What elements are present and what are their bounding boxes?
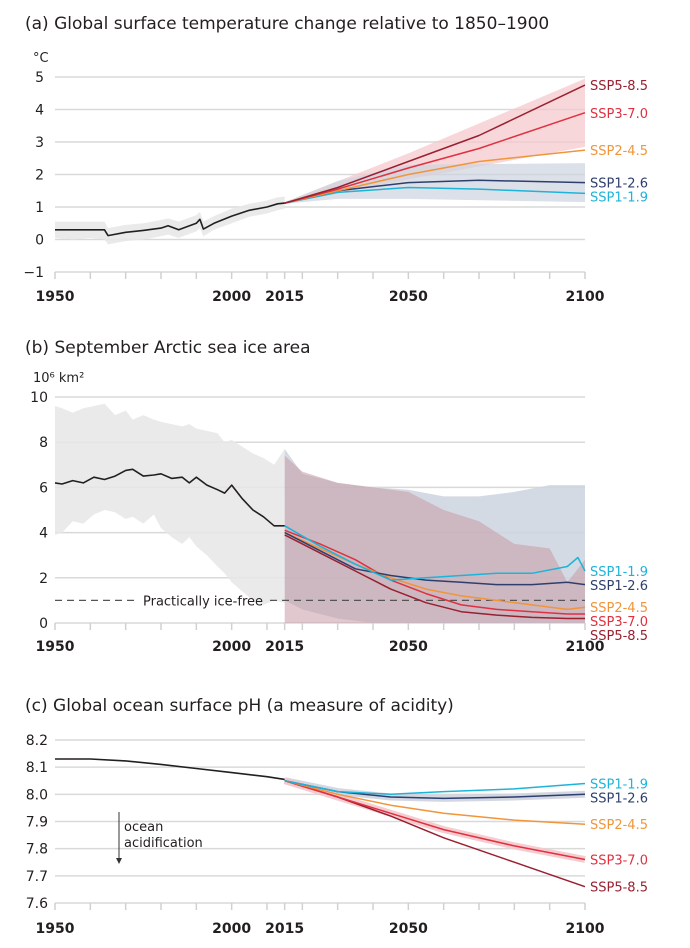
legend-label-ssp245: SSP2-4.5 — [590, 601, 648, 616]
panel-b-title: (b) September Arctic sea ice area — [25, 338, 311, 358]
series-line-ssp370 — [284, 529, 585, 615]
acidification-label-line2: acidification — [124, 836, 203, 851]
legend-label-ssp119: SSP1-1.9 — [590, 191, 648, 206]
historical-line — [55, 202, 285, 237]
y-tick-label: 8.0 — [26, 787, 48, 803]
x-tick-label: 2100 — [566, 289, 605, 305]
panel-c-title: (c) Global ocean surface pH (a measure o… — [25, 696, 454, 716]
y-tick-label: 0 — [39, 616, 48, 632]
series-line-ssp119 — [284, 779, 586, 796]
y-tick-label: 4 — [35, 103, 44, 119]
x-tick-label: 2015 — [265, 639, 304, 655]
projection-range-band — [284, 163, 585, 204]
legend-label-ssp126: SSP1-2.6 — [590, 579, 648, 594]
legend-label-ssp370: SSP3-7.0 — [590, 854, 648, 869]
historical-uncertainty-band — [55, 196, 285, 245]
legend-label-ssp585: SSP5-8.5 — [590, 881, 648, 896]
y-tick-label: 2 — [39, 571, 48, 587]
legend-label-ssp245: SSP2-4.5 — [590, 144, 648, 159]
arrowhead-icon — [116, 858, 122, 864]
x-tick-label: 2015 — [265, 921, 304, 937]
panel-b-unit: 10⁶ km² — [33, 371, 84, 386]
y-tick-label: 7.9 — [26, 815, 48, 831]
panel-b-sea-ice: 10 8 6 4 2 0 1950 2000 2015 2050 2100 Practically i… — [30, 390, 648, 655]
y-tick-label: −1 — [23, 265, 44, 281]
x-tick-label: 1950 — [36, 921, 75, 937]
series-line-ssp585 — [284, 534, 585, 620]
x-tick-label: 2050 — [389, 639, 428, 655]
y-tick-label: 2 — [35, 168, 44, 184]
y-tick-label: 8.2 — [26, 733, 48, 749]
series-line-ssp245 — [284, 779, 586, 825]
y-tick-label: 0 — [35, 233, 44, 249]
series-line-ssp585 — [284, 84, 586, 204]
legend-label-ssp370: SSP3-7.0 — [590, 615, 648, 630]
x-tick-label: 2050 — [389, 921, 428, 937]
x-tick-label: 2050 — [389, 289, 428, 305]
y-tick-label: 8 — [39, 435, 48, 451]
series-line-ssp245 — [284, 531, 586, 611]
y-tick-label: 10 — [30, 390, 48, 406]
y-tick-label: 7.7 — [26, 869, 48, 885]
legend-label-ssp585: SSP5-8.5 — [590, 79, 648, 94]
legend-label-ssp119: SSP1-1.9 — [590, 565, 648, 580]
panel-a-title: (a) Global surface temperature change re… — [25, 14, 549, 34]
y-tick-label: 7.6 — [26, 896, 48, 912]
series-line-ssp370 — [284, 111, 586, 204]
y-tick-label: 1 — [35, 200, 44, 216]
y-tick-label: 5 — [35, 70, 44, 86]
x-tick-label: 2100 — [566, 921, 605, 937]
panel-a-temperature: 5 4 3 2 1 0 −1 1950 2000 2015 2050 2100 SSP5-8.5 SSP3… — [23, 70, 648, 305]
series-line-ssp370 — [284, 779, 586, 861]
x-tick-label: 2100 — [566, 639, 605, 655]
panel-c-ocean-ph: 8.2 8.1 8.0 7.9 7.8 7.7 7.6 1950 2000 2015 2050 210… — [26, 733, 648, 937]
legend-label-ssp126: SSP1-2.6 — [590, 177, 648, 192]
x-tick-label: 1950 — [36, 289, 75, 305]
x-tick-label: 2000 — [212, 921, 251, 937]
series-line-ssp245 — [284, 149, 586, 204]
x-tick-label: 2000 — [212, 289, 251, 305]
legend-label-ssp245: SSP2-4.5 — [590, 818, 648, 833]
series-line-ssp119 — [284, 525, 586, 581]
legend-label-ssp119: SSP1-1.9 — [590, 777, 648, 792]
projection-range-band — [284, 455, 585, 623]
y-tick-label: 3 — [35, 135, 44, 151]
x-tick-label: 2000 — [212, 639, 251, 655]
historical-line — [54, 468, 285, 527]
series-line-ssp126 — [284, 531, 586, 586]
y-tick-label: 6 — [39, 480, 48, 496]
series-line-ssp119 — [284, 186, 586, 204]
y-tick-label: 7.8 — [26, 842, 48, 858]
legend-label-ssp370: SSP3-7.0 — [590, 107, 648, 122]
x-tick-label: 2015 — [265, 289, 304, 305]
y-tick-label: 4 — [39, 526, 48, 542]
y-tick-label: 8.1 — [26, 760, 48, 776]
x-tick-label: 1950 — [36, 639, 75, 655]
legend-label-ssp126: SSP1-2.6 — [590, 791, 648, 806]
legend-label-ssp585: SSP5-8.5 — [590, 629, 648, 644]
ice-free-threshold-label: Practically ice-free — [143, 594, 263, 609]
historical-uncertainty-band — [55, 403, 285, 605]
panel-a-unit: °C — [33, 51, 49, 66]
historical-line — [55, 758, 285, 781]
acidification-label-line1: ocean — [124, 820, 163, 835]
